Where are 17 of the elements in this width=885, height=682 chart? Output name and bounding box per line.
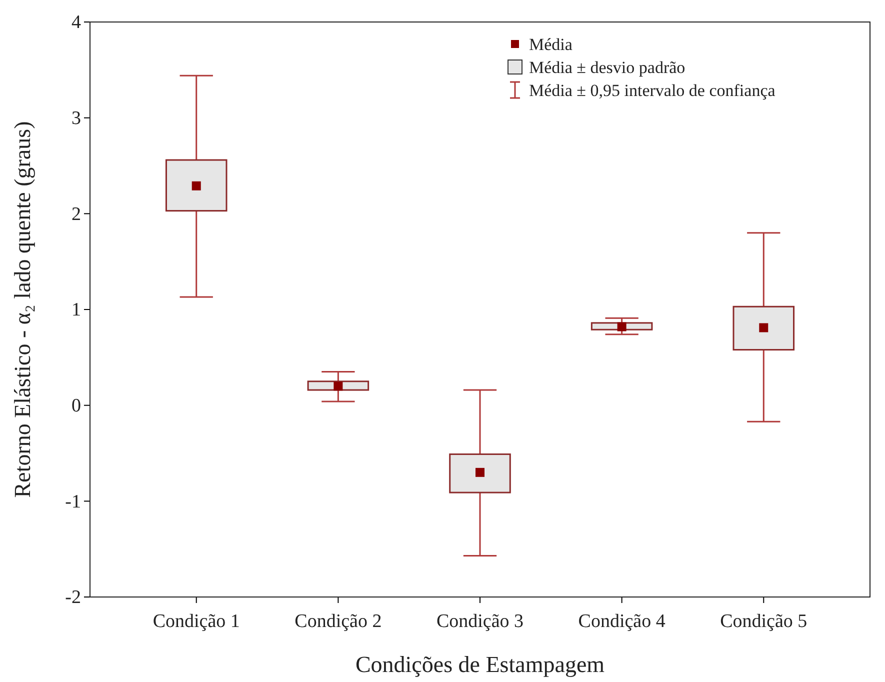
x-tick-label: Condição 3 [436,610,524,632]
x-tick-label: Condição 5 [720,610,808,632]
x-tick-label: Condição 1 [152,610,240,632]
y-tick-label: -2 [65,587,81,608]
y-axis-title: Retorno Elástico - α₂ lado quente (graus) [10,121,35,498]
annotation: Média ± 0,95 intervalo de confiança [529,81,776,100]
y-tick-label: 1 [72,300,81,321]
annotation: Média [529,35,573,54]
x-tick-label: Condição 2 [294,610,382,632]
x-axis-title: Condições de Estampagem [355,652,605,677]
y-tick-label: 2 [72,204,81,225]
annotation: Média ± desvio padrão [529,58,686,77]
x-tick-label: Condição 4 [578,610,666,632]
y-tick-label: -1 [65,491,81,512]
y-tick-label: 3 [72,108,81,129]
y-tick-label: 0 [72,395,81,416]
y-tick-label: 4 [72,12,82,34]
